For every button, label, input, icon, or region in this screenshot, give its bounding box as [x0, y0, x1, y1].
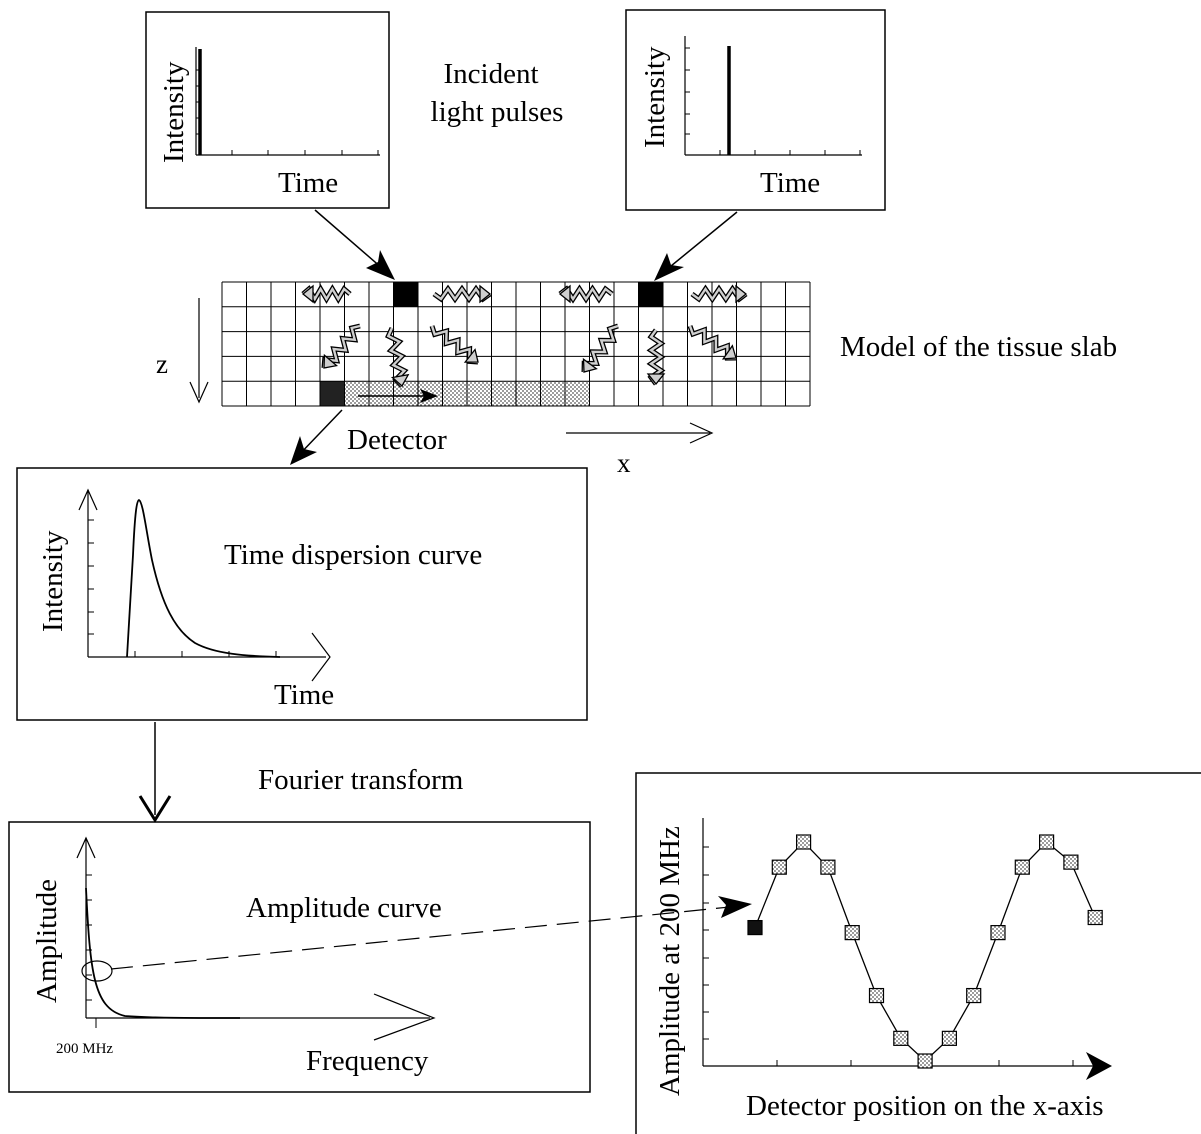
z-axis-arrow: [189, 298, 209, 404]
position-plot-y-label: Amplitude at 200 MHz: [654, 826, 686, 1096]
photon-arrowhead: [463, 348, 479, 363]
data-point-4: [820, 859, 836, 875]
detector-label: Detector: [347, 424, 447, 456]
dispersion-x-label: Time: [274, 679, 334, 711]
incident-arrow-left: [314, 209, 395, 280]
dispersion-panel: Time dispersion curve Time Intensity: [16, 467, 588, 721]
data-point-13: [1038, 834, 1055, 850]
data-point-5: [844, 925, 860, 941]
data-point-1: [747, 919, 763, 936]
photon-arrowhead: [323, 353, 339, 369]
photon-arrowhead: [582, 357, 598, 373]
detector-arrow: [290, 409, 343, 465]
data-point-9: [941, 1030, 958, 1046]
photon-arrowhead: [558, 284, 571, 304]
pulse-left-panel: Time Intensity: [145, 11, 390, 209]
amplitude-y-label: Amplitude: [31, 879, 63, 1003]
data-point-12: [1014, 859, 1030, 875]
position-plot-x-label: Detector position on the x-axis: [746, 1090, 1104, 1122]
series-line: [754, 841, 1096, 1062]
dispersion-y-label: Intensity: [37, 530, 69, 632]
amplitude-curve: [85, 887, 241, 1019]
data-point-2: [771, 859, 787, 875]
amplitude-title: Amplitude curve: [246, 892, 442, 924]
photon-arrowhead: [390, 373, 410, 388]
slab-label: Model of the tissue slab: [840, 331, 1117, 363]
data-point-15: [1087, 909, 1103, 926]
photon-arrowhead: [646, 373, 666, 386]
slab-x-label: x: [617, 448, 631, 478]
photon-arrowhead: [301, 284, 314, 304]
incident-arrow-right: [654, 211, 738, 281]
tissue-slab-grid: [221, 281, 811, 407]
pulse-left-y-label: Intensity: [158, 61, 190, 163]
photon-arrowhead: [735, 284, 748, 304]
fourier-arrow: [138, 722, 172, 823]
data-point-11: [990, 925, 1006, 941]
dispersion-title: Time dispersion curve: [224, 539, 482, 571]
data-point-7: [893, 1030, 909, 1046]
dashed-connector: [110, 896, 752, 970]
frequency-marker-ellipse: [81, 960, 113, 982]
pulse-right-y-label: Intensity: [639, 46, 671, 148]
data-point-14: [1063, 854, 1079, 870]
slab-detector-cell: [320, 381, 345, 406]
pulse-right-panel: Time Intensity: [625, 9, 886, 211]
amplitude-x-label: Frequency: [306, 1045, 429, 1077]
incident-label-line1: Incident: [443, 58, 538, 90]
amplitude-tick-label: 200 MHz: [56, 1041, 113, 1057]
dispersion-curve: [126, 499, 281, 658]
pulse-right-x-label: Time: [760, 167, 820, 199]
slab-z-label: z: [156, 349, 168, 379]
fourier-label: Fourier transform: [258, 764, 464, 796]
slab-source-cell: [393, 282, 418, 307]
data-point-3: [795, 834, 812, 850]
amplitude-panel: 200 MHz Amplitude curve Frequency Amplit…: [8, 821, 591, 1093]
position-plot-panel: Detector position on the x-axis Amplitud…: [635, 772, 1201, 1134]
photon-arrowhead: [479, 284, 492, 304]
data-point-10: [966, 987, 982, 1004]
pulse-left-x-label: Time: [278, 167, 338, 199]
data-point-8: [917, 1053, 933, 1069]
data-point-6: [868, 987, 885, 1004]
x-axis-arrow: [566, 422, 714, 444]
position-plot-marks: [747, 834, 1103, 1069]
incident-label-line2: light pulses: [431, 96, 564, 128]
slab-source-cell: [638, 282, 663, 307]
photon-arrowhead: [721, 344, 737, 360]
